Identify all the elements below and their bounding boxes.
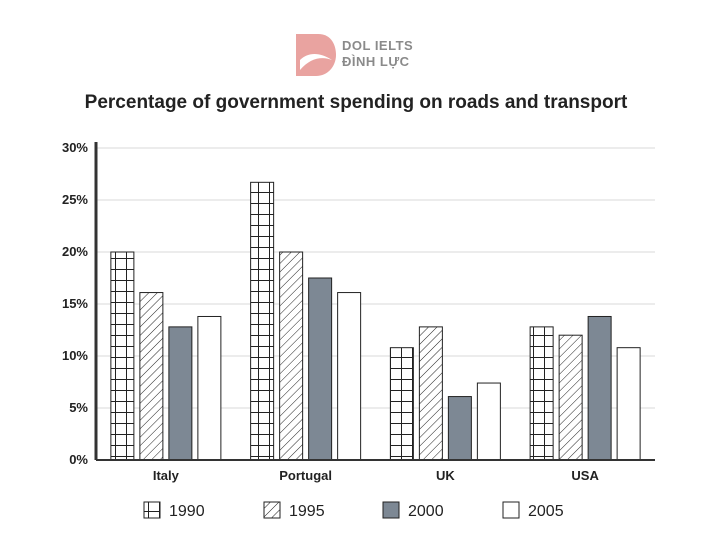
bar-usa-1995 [558,334,583,461]
brand-mark-icon [296,34,336,76]
legend-label: 1990 [169,503,205,520]
bar-italy-2005 [197,315,222,461]
legend-label: 2005 [528,503,564,520]
bar-portugal-2000 [308,277,333,461]
bar-portugal-2005 [337,292,362,461]
bar-usa-2000 [587,315,612,461]
y-tick-label: 30% [62,140,88,155]
x-tick-label: Italy [153,468,180,483]
bar-uk-2005 [476,382,501,461]
bar-italy-1990 [110,251,135,461]
y-tick-label: 10% [62,348,88,363]
x-tick-label: Portugal [279,468,332,483]
bar-portugal-1995 [279,251,304,461]
y-tick-label: 15% [62,296,88,311]
y-tick-label: 25% [62,192,88,207]
x-tick-label: USA [571,468,599,483]
brand-line2: ĐÌNH LỰC [342,54,410,69]
y-tick-label: 5% [69,400,88,415]
y-tick-label: 20% [62,244,88,259]
bar-usa-2005 [616,347,641,461]
bar-uk-1990 [389,347,414,461]
legend-swatch-1990 [143,501,161,519]
chart-title: Percentage of government spending on roa… [84,92,628,113]
bar-portugal-1990 [250,181,275,461]
y-tick-label: 0% [69,452,88,467]
legend-swatch-1995 [263,501,281,519]
bar-uk-1995 [418,326,443,461]
bar-uk-2000 [447,396,472,461]
legend-label: 2000 [408,503,444,520]
legend-swatch-2005 [502,501,520,519]
x-tick-label: UK [436,468,455,483]
brand-logo: DOL IELTS ĐÌNH LỰC [292,30,442,80]
legend-label: 1995 [289,503,325,520]
legend-swatch-2000 [382,501,400,519]
brand-line1: DOL IELTS [342,38,414,53]
bar-italy-1995 [139,292,164,461]
bar-italy-2000 [168,326,193,461]
bar-usa-1990 [529,326,554,461]
